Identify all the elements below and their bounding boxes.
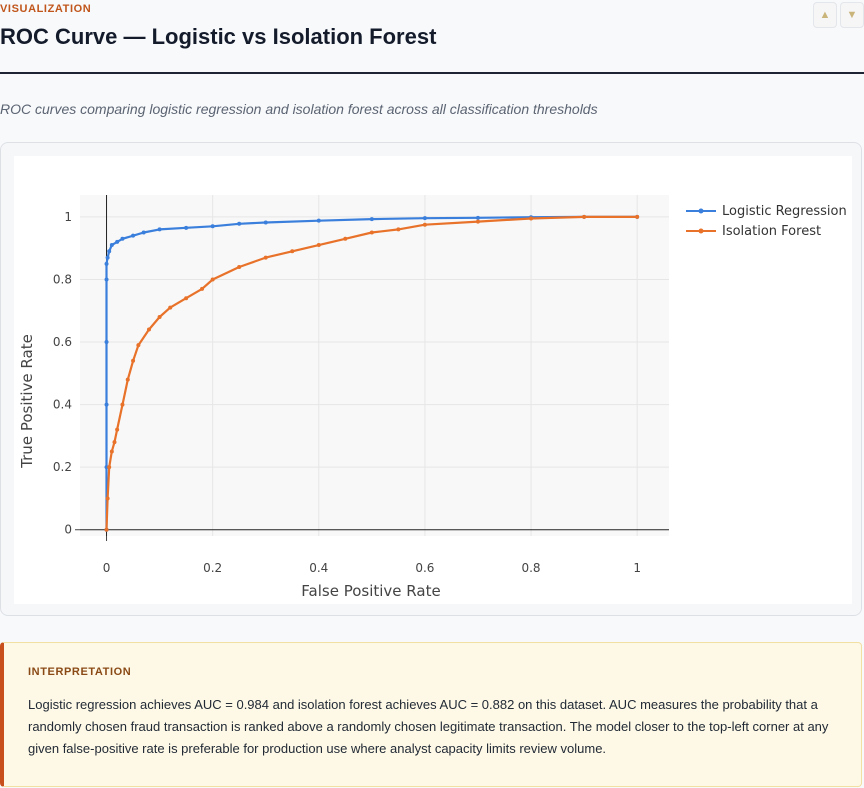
data-point[interactable] <box>168 305 173 310</box>
x-tick-label: 0 <box>103 561 111 575</box>
data-point[interactable] <box>263 220 268 225</box>
data-point[interactable] <box>120 236 125 241</box>
legend-item[interactable]: Logistic Regression <box>686 204 847 219</box>
page-title: ROC Curve — Logistic vs Isolation Forest <box>0 24 437 49</box>
section-eyebrow: VISUALIZATION <box>0 3 92 15</box>
data-point[interactable] <box>109 449 114 454</box>
chart-description: ROC curves comparing logistic regression… <box>0 101 598 117</box>
data-point[interactable] <box>237 221 242 226</box>
y-tick-label: 0.6 <box>53 335 72 349</box>
data-point[interactable] <box>157 315 162 320</box>
chart-card: 0 0.2 0.4 0.6 0.8 1 0 0.2 0.4 0.6 0.8 1 Logistic Re… <box>0 142 862 616</box>
series-isolation-forest <box>104 214 640 532</box>
data-point[interactable] <box>105 255 110 260</box>
data-point[interactable] <box>582 214 587 219</box>
legend-label: Isolation Forest <box>722 224 821 239</box>
x-tick-label: 1 <box>633 561 641 575</box>
data-point[interactable] <box>635 214 640 219</box>
data-point[interactable] <box>146 327 151 332</box>
data-point[interactable] <box>237 264 242 269</box>
y-tick-label: 0.2 <box>53 460 72 474</box>
data-point[interactable] <box>184 225 189 230</box>
data-point[interactable] <box>316 243 321 248</box>
series-lines <box>104 214 640 532</box>
legend: Logistic Regression Isolation Forest <box>686 204 847 239</box>
data-point[interactable] <box>104 402 109 407</box>
data-point[interactable] <box>109 243 114 248</box>
legend-marker <box>698 228 704 234</box>
data-point[interactable] <box>210 224 215 229</box>
data-point[interactable] <box>184 296 189 301</box>
series-logistic-regression <box>104 214 640 532</box>
data-point[interactable] <box>529 216 534 221</box>
chart-container: 0 0.2 0.4 0.6 0.8 1 0 0.2 0.4 0.6 0.8 1 Logistic Re… <box>14 156 852 604</box>
data-point[interactable] <box>475 219 480 224</box>
data-point[interactable] <box>115 427 120 432</box>
x-axis-label: False Positive Rate <box>301 582 440 600</box>
data-point[interactable] <box>316 218 321 223</box>
y-tick-label: 0.4 <box>53 398 72 412</box>
data-point[interactable] <box>120 402 125 407</box>
plot-area <box>80 195 669 536</box>
interpretation-panel: INTERPRETATION Logistic regression achie… <box>0 642 862 787</box>
data-point[interactable] <box>422 222 427 227</box>
interpretation-label: INTERPRETATION <box>28 666 132 678</box>
legend-item[interactable]: Isolation Forest <box>686 224 821 239</box>
data-point[interactable] <box>112 440 117 445</box>
y-tick-label: 0.8 <box>53 272 72 286</box>
data-point[interactable] <box>210 277 215 282</box>
interpretation-text: Logistic regression achieves AUC = 0.984… <box>28 697 829 756</box>
data-point[interactable] <box>104 340 109 345</box>
data-point[interactable] <box>200 286 205 291</box>
data-point[interactable] <box>141 230 146 235</box>
x-tick-label: 0.4 <box>309 561 328 575</box>
thumbs-down-button[interactable]: ▼ <box>840 2 864 28</box>
data-point[interactable] <box>396 227 401 232</box>
data-point[interactable] <box>369 217 374 222</box>
data-point[interactable] <box>125 377 130 382</box>
data-point[interactable] <box>104 277 109 282</box>
roc-chart[interactable]: 0 0.2 0.4 0.6 0.8 1 0 0.2 0.4 0.6 0.8 1 Logistic Re… <box>14 156 852 604</box>
data-point[interactable] <box>343 236 348 241</box>
data-point[interactable] <box>131 358 136 363</box>
data-point[interactable] <box>369 230 374 235</box>
x-tick-label: 0.2 <box>203 561 222 575</box>
data-point[interactable] <box>263 255 268 260</box>
legend-marker <box>698 208 704 214</box>
thumbs-down-icon: ▼ <box>846 9 858 21</box>
series-line <box>105 215 638 530</box>
data-point[interactable] <box>475 215 480 220</box>
thumbs-up-button[interactable]: ▲ <box>813 2 837 28</box>
data-point[interactable] <box>157 227 162 232</box>
thumbs-up-icon: ▲ <box>819 9 831 21</box>
data-point[interactable] <box>107 465 112 470</box>
data-point[interactable] <box>422 216 427 221</box>
feedback-buttons: ▲ ▼ <box>813 2 864 28</box>
x-tick-label: 0.6 <box>415 561 434 575</box>
data-point[interactable] <box>107 249 112 254</box>
data-point[interactable] <box>136 343 141 348</box>
legend-label: Logistic Regression <box>722 204 847 219</box>
tick-labels: 0 0.2 0.4 0.6 0.8 1 0 0.2 0.4 0.6 0.8 1 <box>53 210 641 575</box>
data-point[interactable] <box>104 261 109 266</box>
data-point[interactable] <box>115 239 120 244</box>
x-tick-label: 0.8 <box>521 561 540 575</box>
title-divider <box>0 72 864 74</box>
y-axis-label: True Positive Rate <box>18 334 36 469</box>
data-point[interactable] <box>104 527 109 532</box>
data-point[interactable] <box>105 496 110 501</box>
y-tick-label: 0 <box>64 523 72 537</box>
data-point[interactable] <box>290 249 295 254</box>
y-tick-label: 1 <box>64 210 72 224</box>
data-point[interactable] <box>131 233 136 238</box>
